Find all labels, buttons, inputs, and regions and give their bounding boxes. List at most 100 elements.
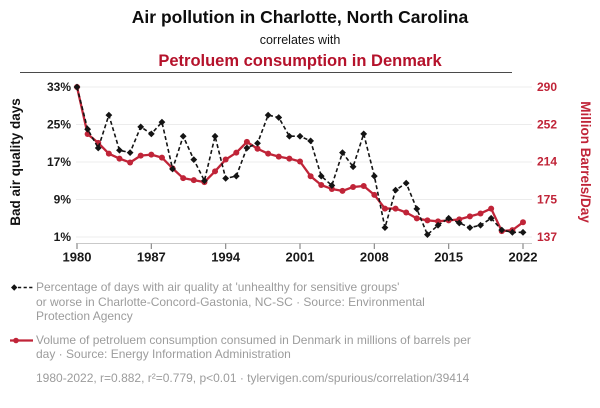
air-quality-series-marker	[275, 114, 283, 121]
stats-citation-line: 1980-2022, r=0.882, r²=0.779, p<0.01 · t…	[36, 370, 470, 385]
air-quality-series-marker	[147, 130, 155, 138]
air-quality-series-marker	[508, 228, 516, 236]
petroleum-series-marker	[105, 150, 112, 157]
air-quality-series-marker	[94, 144, 102, 152]
air-quality-series-marker	[211, 132, 219, 140]
petroleum-series-marker	[381, 205, 388, 212]
right-tick-label: 137	[537, 230, 557, 244]
left-tick-label: 9%	[54, 193, 72, 207]
air-quality-series-marker	[445, 214, 453, 222]
right-tick-label: 175	[537, 193, 557, 207]
left-axis-title: Bad air quality days	[8, 98, 23, 226]
x-tick-label: 2008	[360, 250, 389, 265]
air-quality-series-marker	[339, 149, 346, 157]
dashed-diamond-series-icon	[10, 280, 36, 324]
petroleum-series-marker	[180, 175, 187, 182]
air-quality-series-marker	[169, 165, 176, 173]
petroleum-series-marker	[286, 155, 293, 162]
x-tick-label: 1987	[137, 250, 166, 265]
air-quality-series-marker	[254, 139, 261, 147]
air-quality-series-marker	[179, 132, 187, 140]
petroleum-series-marker	[424, 217, 431, 224]
air-quality-series-marker	[243, 144, 251, 152]
petroleum-series-marker	[307, 173, 314, 180]
petroleum-series-marker	[403, 209, 410, 216]
air-quality-series-marker	[296, 132, 304, 140]
left-tick-label: 33%	[47, 80, 71, 94]
right-tick-label: 214	[537, 155, 557, 169]
legend-item-petroleum: Volume of petroluem consumption consumed…	[10, 333, 592, 362]
secondary-title: Petroluem consumption in Denmark	[158, 52, 442, 70]
air-quality-series-marker	[105, 111, 113, 119]
air-quality-series-marker	[466, 224, 474, 232]
petroleum-series-marker	[371, 191, 378, 198]
left-tick-label: 17%	[47, 155, 71, 169]
right-axis-title: Million Barrels/Day	[578, 101, 593, 223]
air-quality-series-marker	[434, 221, 442, 229]
air-quality-series-marker	[307, 137, 315, 145]
petroleum-series-marker	[222, 156, 229, 163]
petroleum-series-marker	[328, 185, 335, 192]
right-tick-label: 252	[537, 117, 557, 131]
left-tick-label: 1%	[54, 230, 72, 244]
petroleum-series-marker	[137, 152, 144, 159]
petroleum-series-marker	[275, 153, 282, 160]
petroleum-series-marker	[297, 158, 303, 165]
air-quality-series-marker	[328, 182, 336, 189]
air-quality-series-marker	[264, 111, 272, 119]
petroleum-series-marker	[243, 138, 250, 145]
petroleum-series-marker	[254, 145, 261, 152]
petroleum-series-marker	[148, 151, 155, 158]
air-quality-series-marker	[402, 179, 410, 187]
x-tick-label: 2001	[286, 250, 315, 265]
air-quality-series-marker	[349, 163, 357, 171]
page-title: Air pollution in Charlotte, North Caroli…	[131, 7, 469, 27]
air-quality-series-marker	[477, 221, 484, 229]
air-quality-series-marker	[222, 175, 230, 182]
air-quality-series-marker	[360, 130, 368, 138]
legend-item-label: Volume of petroluem consumption consumed…	[36, 332, 471, 362]
air-quality-series-marker	[519, 228, 527, 236]
legend-item-label: Percentage of days with air quality at '…	[36, 280, 425, 323]
red-line-series-icon	[10, 333, 36, 362]
petroleum-series-marker	[339, 187, 346, 194]
petroleum-series-marker	[212, 168, 219, 175]
petroleum-series-marker	[158, 154, 165, 161]
petroleum-series-marker	[233, 149, 240, 156]
x-tick-label: 1994	[211, 250, 241, 265]
air-quality-series-marker	[413, 205, 421, 213]
air-quality-series-marker	[392, 186, 399, 194]
chart-legend: Percentage of days with air quality at '…	[0, 278, 600, 385]
air-quality-series-marker	[116, 146, 123, 154]
x-tick-label: 2022	[509, 250, 538, 265]
air-quality-series-marker	[317, 172, 325, 180]
petroleum-series-marker	[520, 219, 526, 226]
correlation-line-chart: 1980 1987 1994 2001 2008 2015 2022 33% 25% 17% 9% 1…	[8, 71, 593, 265]
air-quality-series-marker	[126, 149, 134, 157]
air-quality-series-marker	[455, 219, 463, 227]
legend-item-air-quality: Percentage of days with air quality at '…	[10, 280, 592, 324]
air-quality-series-marker	[137, 123, 145, 131]
x-tick-label: 2015	[434, 250, 463, 265]
air-quality-series-marker	[201, 177, 208, 185]
petroleum-series-marker	[265, 150, 272, 157]
air-quality-series-marker	[158, 118, 166, 126]
petroleum-series-marker	[190, 177, 197, 184]
x-tick-label: 1980	[63, 250, 92, 265]
petroleum-series-marker	[318, 182, 325, 189]
petroleum-series-marker	[392, 205, 399, 212]
petroleum-series-marker	[435, 218, 442, 225]
petroleum-series-marker	[413, 215, 420, 222]
left-tick-label: 25%	[47, 118, 71, 132]
petroleum-series-marker	[477, 210, 484, 217]
air-quality-series-marker	[424, 231, 431, 239]
air-quality-series-marker	[73, 83, 81, 91]
petroleum-series-marker	[456, 216, 463, 223]
air-quality-series-marker	[232, 172, 240, 180]
petroleum-series-marker	[116, 155, 123, 162]
petroleum-series-marker	[466, 213, 473, 220]
petroleum-series-marker	[488, 205, 495, 212]
air-quality-series-marker	[381, 224, 389, 232]
air-quality-series-marker	[190, 156, 198, 164]
petroleum-series-marker	[127, 159, 134, 166]
